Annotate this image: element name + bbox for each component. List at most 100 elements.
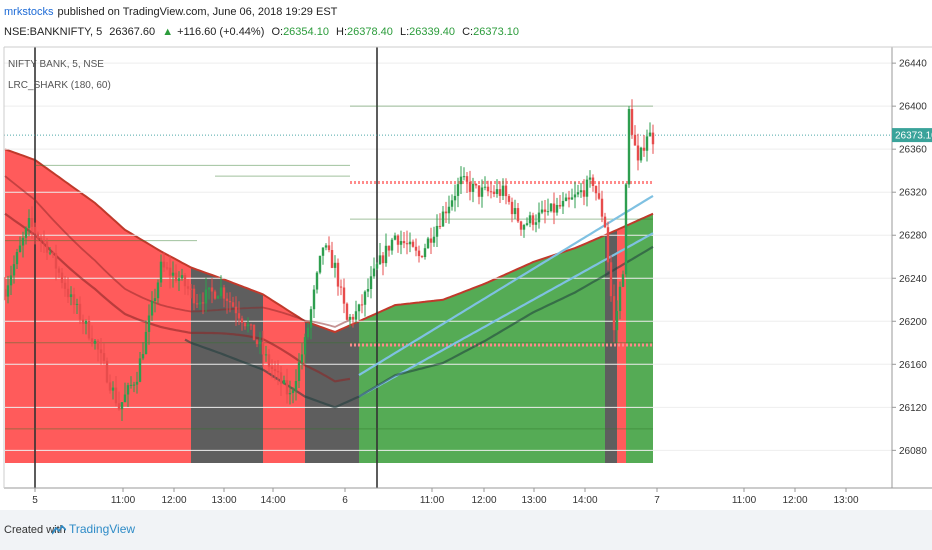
regime-band-0 bbox=[5, 149, 191, 463]
author-link[interactable]: mrkstocks bbox=[4, 6, 54, 18]
candle-body-125 bbox=[378, 255, 382, 265]
candle-body-2 bbox=[9, 275, 13, 286]
candle-body-160 bbox=[483, 186, 487, 188]
candle-body-54 bbox=[165, 267, 169, 269]
candle-body-137 bbox=[414, 246, 418, 251]
x-tick-label-3: 13:00 bbox=[211, 495, 236, 506]
candle-body-152 bbox=[459, 176, 463, 185]
low-value: 26339.40 bbox=[409, 26, 456, 38]
y-tick-label-2: 26160 bbox=[899, 360, 927, 371]
candle-body-27 bbox=[84, 320, 88, 324]
candle-body-20 bbox=[63, 282, 67, 289]
publish-info: published on TradingView.com, June 06, 2… bbox=[57, 6, 338, 18]
candle-body-166 bbox=[501, 185, 505, 196]
candle-body-30 bbox=[93, 340, 97, 344]
candle-body-25 bbox=[78, 303, 82, 320]
candle-body-62 bbox=[189, 288, 193, 290]
candle-body-115 bbox=[348, 316, 352, 320]
candle-body-90 bbox=[273, 368, 277, 372]
channel-mid-day1 bbox=[4, 175, 351, 328]
open-value: 26354.10 bbox=[283, 26, 329, 38]
candle-body-199 bbox=[600, 198, 604, 217]
candle-body-56 bbox=[171, 272, 175, 276]
candle-body-110 bbox=[333, 262, 337, 268]
candle-body-31 bbox=[96, 340, 100, 350]
candle-body-109 bbox=[330, 250, 334, 268]
candle-body-182 bbox=[549, 203, 553, 212]
candle-body-141 bbox=[426, 238, 430, 249]
legend-indicator: LRC_SHARK (180, 60) bbox=[8, 80, 111, 91]
change-value: +116.60 (+0.44%) bbox=[177, 26, 265, 38]
tradingview-brand[interactable]: TradingView bbox=[51, 522, 136, 536]
candle-body-157 bbox=[474, 183, 478, 186]
candle-body-159 bbox=[480, 187, 484, 197]
candle-body-118 bbox=[357, 304, 361, 312]
symbol-label: NSE:BANKNIFTY, 5 bbox=[4, 26, 103, 38]
candle-body-111 bbox=[336, 262, 340, 287]
chart-header: mrkstocks published on TradingView.com, J… bbox=[0, 0, 932, 42]
candle-body-164 bbox=[495, 189, 499, 194]
tradingview-brand-label: TradingView bbox=[69, 522, 136, 536]
candle-body-106 bbox=[321, 247, 325, 256]
candle-body-176 bbox=[531, 215, 535, 225]
candle-body-23 bbox=[72, 294, 76, 305]
candle-body-6 bbox=[21, 237, 25, 246]
high-label: H: bbox=[336, 26, 348, 38]
candle-body-129 bbox=[390, 239, 394, 251]
candle-body-12 bbox=[39, 237, 43, 240]
open-label: O: bbox=[271, 26, 284, 38]
candle-body-50 bbox=[153, 298, 157, 301]
candle-body-133 bbox=[402, 241, 406, 244]
candle-body-16 bbox=[51, 252, 55, 254]
price-chart[interactable]: 26080 26120 26160 26200 26240 26280 26320 26360… bbox=[0, 0, 932, 510]
candle-body-18 bbox=[57, 268, 61, 273]
candle-body-210 bbox=[633, 134, 637, 146]
candle-body-146 bbox=[441, 211, 445, 227]
x-tick-label-4: 14:00 bbox=[260, 495, 285, 506]
candle-body-74 bbox=[225, 298, 229, 301]
candle-body-52 bbox=[159, 261, 163, 283]
candle-body-8 bbox=[27, 218, 31, 228]
candle-body-197 bbox=[594, 185, 598, 194]
candle-body-195 bbox=[588, 177, 592, 180]
candle-body-173 bbox=[522, 225, 526, 230]
candle-body-207 bbox=[624, 184, 628, 275]
candle-body-186 bbox=[561, 200, 565, 207]
close-value: 26373.10 bbox=[473, 26, 519, 38]
regime-bands bbox=[4, 148, 654, 463]
candle-body-192 bbox=[579, 190, 583, 193]
x-tick-label-0: 5 bbox=[32, 495, 38, 506]
candle-body-189 bbox=[570, 197, 574, 200]
candle-body-71 bbox=[216, 296, 220, 299]
candle-body-98 bbox=[297, 362, 301, 382]
x-tick-label-2: 12:00 bbox=[161, 495, 186, 506]
y-tick-label-3: 26200 bbox=[899, 317, 927, 328]
regime-band-3 bbox=[305, 321, 359, 463]
candle-body-116 bbox=[351, 316, 355, 320]
candle-body-42 bbox=[129, 384, 133, 386]
legend-symbol: NIFTY BANK, 5, NSE bbox=[8, 59, 104, 70]
candle-body-51 bbox=[156, 282, 160, 299]
candle-body-95 bbox=[288, 392, 292, 395]
candle-body-203 bbox=[612, 296, 616, 331]
candle-body-198 bbox=[597, 193, 601, 199]
candle-body-126 bbox=[381, 255, 385, 264]
candle-body-43 bbox=[132, 384, 136, 386]
candle-body-24 bbox=[75, 303, 79, 305]
regime-band-7 bbox=[626, 213, 653, 463]
axes: 26080 26120 26160 26200 26240 26280 26320 26360… bbox=[3, 46, 932, 506]
candle-body-213 bbox=[642, 147, 646, 151]
candle-body-172 bbox=[519, 221, 523, 230]
candle-body-68 bbox=[207, 287, 211, 290]
candle-body-11 bbox=[36, 233, 40, 238]
candle-body-169 bbox=[510, 201, 514, 215]
candle-body-22 bbox=[69, 294, 73, 298]
candle-body-130 bbox=[393, 235, 397, 240]
candle-body-13 bbox=[42, 239, 46, 242]
candle-body-21 bbox=[66, 288, 70, 298]
candle-body-113 bbox=[342, 287, 346, 304]
regime-band-1 bbox=[191, 267, 263, 463]
candle-body-91 bbox=[276, 371, 280, 373]
candle-body-36 bbox=[111, 387, 115, 391]
candle-body-128 bbox=[387, 245, 391, 251]
